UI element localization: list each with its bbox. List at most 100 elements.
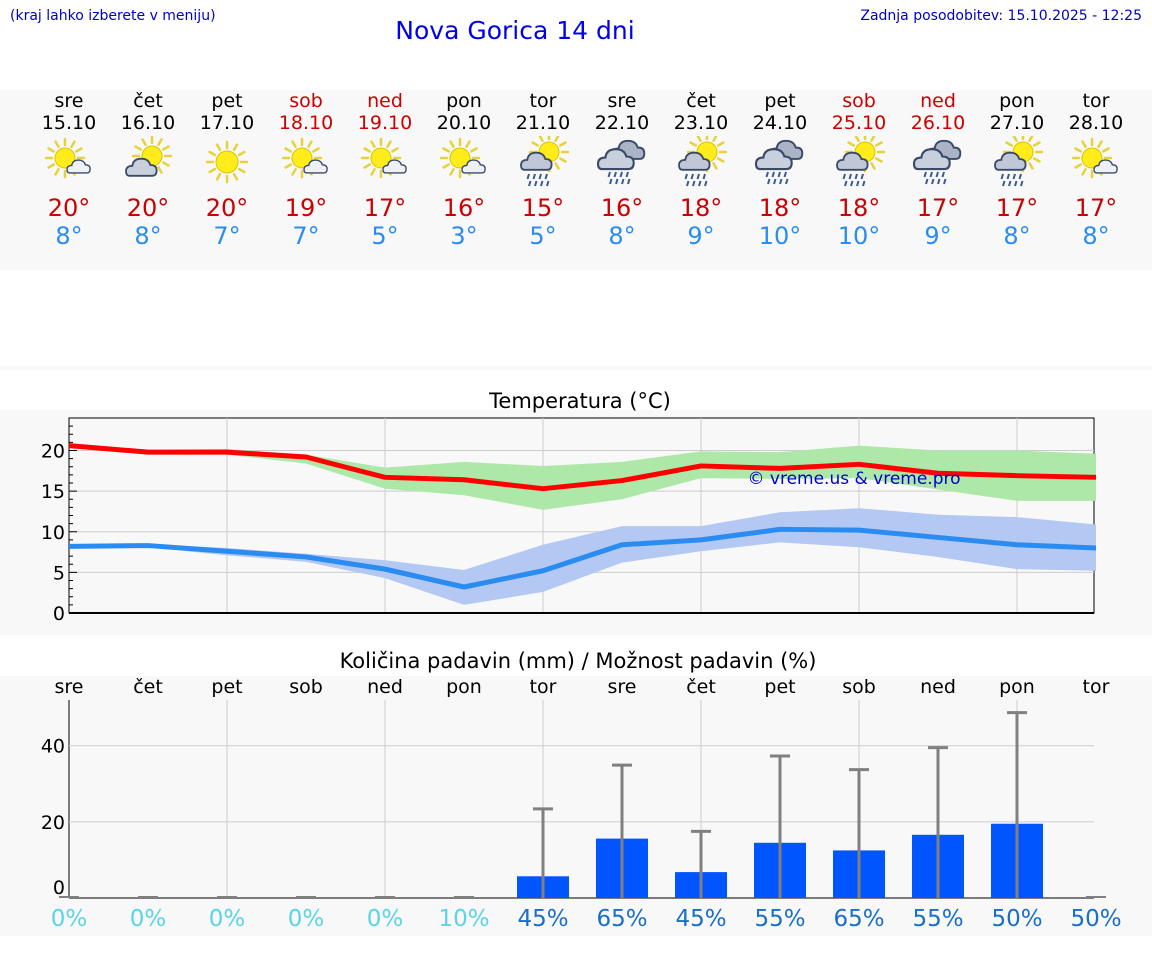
y-tick-label: 20 [41, 812, 65, 834]
x-tick-label: pon [999, 676, 1035, 698]
day-name: tor [1082, 90, 1110, 112]
min-temp: 3° [450, 222, 478, 250]
x-tick-label: sob [842, 676, 876, 698]
day-name: pon [446, 90, 482, 112]
max-temp: 18° [679, 194, 723, 222]
day-date: 24.10 [752, 112, 808, 134]
daily-forecast-strip: sre 15.10 20° 8° čet 16.10 20° 8° pet 17.10 20° 7° s… [0, 90, 1152, 270]
sun-cloud-rain-icon [520, 136, 570, 187]
sun-small-cloud-icon [360, 137, 407, 179]
max-temp: 18° [758, 194, 802, 222]
min-temp: 8° [134, 222, 162, 250]
sun-cloud-rain-icon [678, 136, 728, 187]
min-temp: 8° [1082, 222, 1110, 250]
x-tick-label: tor [1083, 676, 1110, 698]
y-tick-label: 20 [41, 441, 65, 463]
day-column: ned 26.10 17° 9° [899, 90, 977, 250]
day-column: sre 22.10 16° 8° [583, 90, 661, 250]
temp-chart-title: Temperatura (°C) [488, 389, 671, 413]
x-tick-label: sre [608, 676, 637, 698]
day-date: 28.10 [1068, 112, 1124, 134]
day-name: čet [686, 90, 716, 112]
watermark: © vreme.us & vreme.pro [747, 469, 960, 489]
y-tick-label: 0 [53, 603, 65, 625]
precip-probability: 45% [517, 906, 568, 932]
cloud-rain-icon [912, 139, 962, 185]
min-temp: 8° [608, 222, 636, 250]
min-temp: 8° [1003, 222, 1031, 250]
precip-probability: 65% [596, 906, 647, 932]
precip-probability: 50% [1070, 906, 1121, 932]
day-column: tor 21.10 15° 5° [504, 90, 582, 250]
precip-probability: 65% [833, 906, 884, 932]
precip-probability: 0% [51, 906, 88, 932]
max-temp: 20° [47, 194, 91, 222]
sun-cloud-icon [125, 136, 173, 177]
last-updated: Zadnja posodobitev: 15.10.2025 - 12:25 [860, 8, 1142, 24]
precip-probability: 10% [438, 906, 489, 932]
max-temp: 16° [442, 194, 486, 222]
min-temp: 10° [758, 222, 802, 250]
x-tick-label: pet [211, 676, 242, 698]
x-tick-label: ned [367, 676, 403, 698]
day-name: pet [764, 90, 796, 112]
x-tick-label: sre [55, 676, 84, 698]
precip-probability: 55% [912, 906, 963, 932]
max-temp: 19° [284, 194, 328, 222]
y-tick-label: 5 [53, 562, 65, 584]
precip-probability: 0% [288, 906, 325, 932]
day-date: 23.10 [673, 112, 729, 134]
precip-probability: 0% [130, 906, 167, 932]
precip-chart-title: Količina padavin (mm) / Možnost padavin … [340, 649, 817, 673]
sun-cloud-rain-icon [994, 136, 1044, 187]
day-date: 21.10 [515, 112, 571, 134]
precip-probability: 45% [675, 906, 726, 932]
day-name: sre [54, 90, 84, 112]
day-name: ned [367, 90, 403, 112]
day-date: 19.10 [357, 112, 413, 134]
day-column: sob 18.10 19° 7° [267, 90, 345, 250]
min-temp: 5° [529, 222, 557, 250]
max-temp: 17° [916, 194, 960, 222]
max-temp: 20° [205, 194, 249, 222]
min-temp: 9° [924, 222, 952, 250]
x-tick-label: pon [446, 676, 482, 698]
day-name: pet [211, 90, 243, 112]
day-column: čet 16.10 20° 8° [109, 90, 187, 250]
day-name: pon [999, 90, 1035, 112]
day-date: 22.10 [594, 112, 650, 134]
day-date: 16.10 [120, 112, 176, 134]
day-column: pet 24.10 18° 10° [741, 90, 819, 250]
day-name: ned [920, 90, 956, 112]
day-name: čet [133, 90, 163, 112]
y-tick-label: 0 [53, 877, 65, 899]
day-date: 25.10 [831, 112, 887, 134]
x-tick-label: čet [133, 676, 163, 698]
location-hint: (kraj lahko izberete v meniju) [10, 8, 216, 24]
x-tick-label: pet [764, 676, 795, 698]
day-name: sob [842, 90, 876, 112]
divider [0, 366, 1152, 370]
day-name: sob [289, 90, 323, 112]
max-temp: 17° [363, 194, 407, 222]
max-temp: 20° [126, 194, 170, 222]
max-temp: 16° [600, 194, 644, 222]
day-column: tor 28.10 17° 8° [1057, 90, 1135, 250]
day-column: pon 20.10 16° 3° [425, 90, 503, 250]
sun-icon [205, 140, 249, 184]
precip-probability: 55% [754, 906, 805, 932]
sun-small-cloud-icon [1071, 137, 1118, 179]
page-title: Nova Gorica 14 dni [395, 16, 635, 45]
day-date: 20.10 [436, 112, 492, 134]
sun-small-cloud-icon [281, 137, 328, 179]
min-temp: 7° [292, 222, 320, 250]
y-tick-label: 15 [41, 481, 65, 503]
day-column: sre 15.10 20° 8° [30, 90, 108, 250]
cloud-rain-icon [596, 139, 646, 185]
min-temp-line [68, 526, 1097, 590]
sun-small-cloud-icon [44, 137, 91, 179]
day-date: 15.10 [41, 112, 97, 134]
day-date: 18.10 [278, 112, 334, 134]
day-date: 27.10 [989, 112, 1045, 134]
temperature-chart: Temperatura (°C) 0 5 10 15 20 © vreme.us & vre… [41, 389, 1097, 625]
